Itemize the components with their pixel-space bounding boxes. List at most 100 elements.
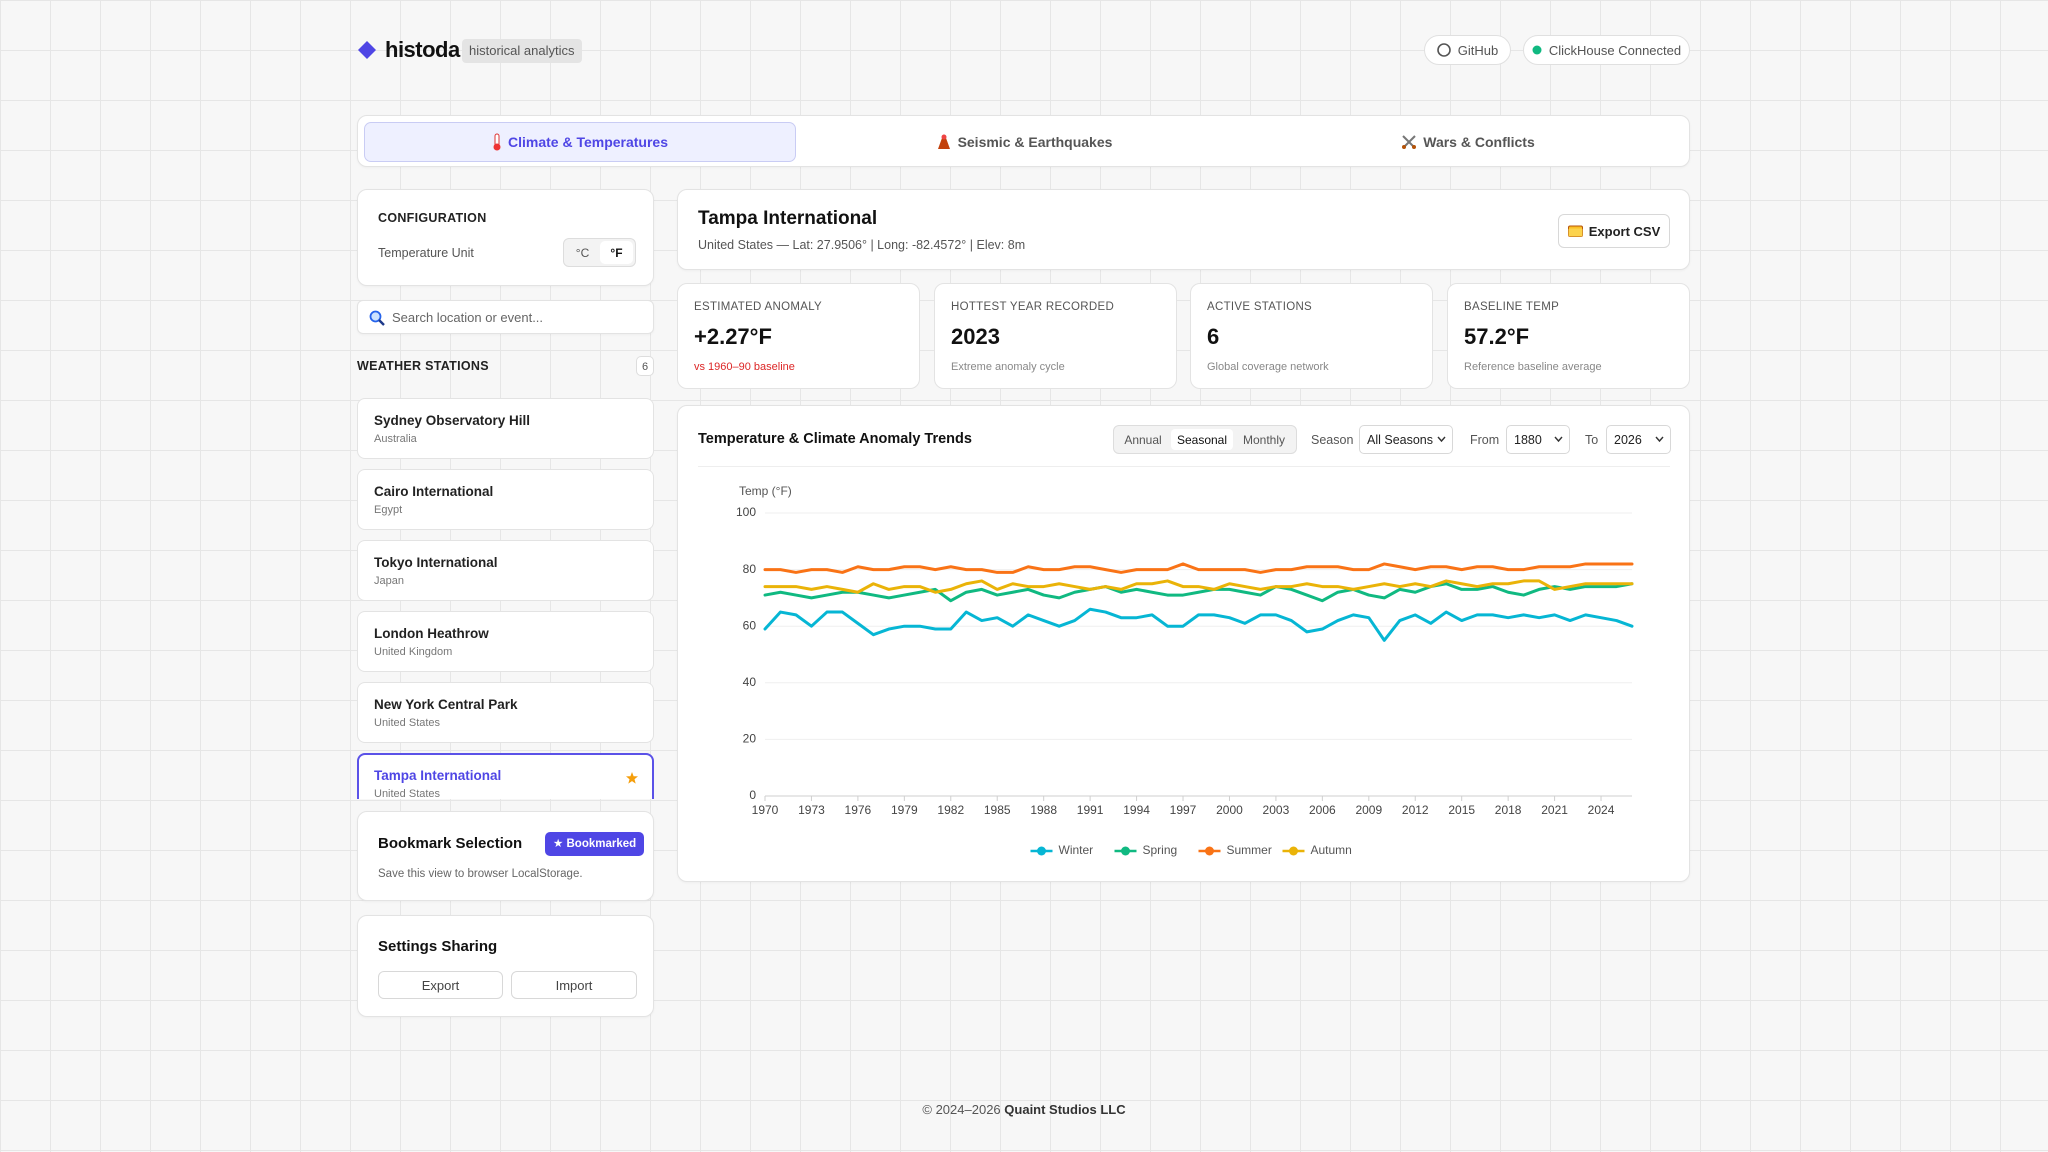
station-country: Egypt: [374, 504, 403, 516]
x-tick-label: 1982: [937, 803, 964, 817]
search-icon: [369, 310, 385, 326]
legend-label: Summer: [1227, 843, 1272, 857]
mode-option[interactable]: Annual: [1124, 432, 1162, 447]
season-value: All Seasons: [1367, 432, 1434, 447]
tab-bar: Climate & Temperatures Seismic & Earthqu…: [357, 115, 1690, 167]
station-country: Australia: [374, 433, 417, 445]
unit-option[interactable]: °C: [575, 245, 590, 260]
station-country: United States: [374, 717, 441, 729]
legend-marker: [1121, 846, 1130, 856]
copyright: © 2024–2026: [922, 1102, 1001, 1117]
chart: Temp (°F) 0 20 40 60 80 100 1970 1973 1976 1979 19…: [736, 484, 1634, 857]
x-tick-label: 1997: [1170, 803, 1197, 817]
stations-title: WEATHER STATIONS: [357, 359, 489, 373]
station-card[interactable]: Tokyo International Japan: [357, 540, 654, 601]
unit-toggle: °C °F: [563, 238, 636, 267]
y-tick-label: 60: [743, 618, 757, 632]
footer: © 2024–2026 Quaint Studios LLC: [0, 1102, 2048, 1117]
station-card[interactable]: London Heathrow United Kingdom: [357, 611, 654, 672]
series-line: [763, 562, 1634, 574]
kpi-note: Reference baseline average: [1464, 361, 1602, 373]
kpi-note: Extreme anomaly cycle: [951, 361, 1065, 373]
y-tick-label: 20: [743, 732, 757, 746]
mode-toggle: Annual Seasonal Monthly: [1113, 425, 1297, 454]
station-card[interactable]: Sydney Observatory Hill Australia: [357, 398, 654, 459]
station-card[interactable]: Cairo International Egypt: [357, 469, 654, 530]
mode-option[interactable]: Seasonal: [1171, 429, 1233, 450]
y-axis-label: Temp (°F): [739, 484, 792, 498]
chart-card: Temperature & Climate Anomaly Trends Ann…: [677, 405, 1690, 882]
x-tick-label: 1985: [984, 803, 1011, 817]
x-tick-label: 1988: [1030, 803, 1057, 817]
from-select[interactable]: 1880: [1506, 425, 1570, 454]
config-card: CONFIGURATION Temperature Unit °C °F: [357, 189, 654, 286]
connection-status: ClickHouse Connected: [1523, 35, 1690, 65]
station-name: London Heathrow: [374, 626, 489, 641]
folder-icon: [1567, 225, 1583, 237]
legend-marker: [1205, 846, 1214, 856]
star-icon: [626, 772, 638, 784]
tab[interactable]: Seismic & Earthquakes: [808, 122, 1240, 162]
station-card[interactable]: Tampa International United States: [357, 753, 654, 799]
y-tick-label: 40: [743, 675, 757, 689]
swords-icon: [1402, 135, 1417, 149]
kpi-value: 6: [1207, 324, 1220, 349]
import-settings-button[interactable]: Import: [511, 971, 637, 999]
station-country: United Kingdom: [374, 646, 453, 658]
unit-label: Temperature Unit: [378, 246, 474, 260]
status-dot: [1532, 45, 1542, 55]
bookmark-button[interactable]: ★ Bookmarked: [545, 832, 645, 856]
bookmark-card: Bookmark Selection ★ Bookmarked Save thi…: [357, 811, 654, 901]
to-select[interactable]: 2026: [1606, 425, 1671, 454]
location-name: Tampa International: [698, 208, 878, 229]
tab[interactable]: Wars & Conflicts: [1252, 122, 1684, 162]
x-tick-label: 2006: [1309, 803, 1336, 817]
sharing-title: Settings Sharing: [378, 938, 498, 955]
bookmark-title: Bookmark Selection: [378, 835, 523, 852]
x-tick-label: 2024: [1588, 803, 1615, 817]
kpi-card: ESTIMATED ANOMALY +2.27°F vs 1960–90 basel…: [677, 283, 920, 389]
search-box[interactable]: Search location or event...: [357, 300, 654, 334]
bookmark-text: Save this view to browser LocalStorage.: [378, 868, 583, 880]
kpi-value: 57.2°F: [1464, 324, 1530, 349]
export-csv-button[interactable]: Export CSV: [1558, 214, 1670, 248]
x-tick-label: 1979: [891, 803, 918, 817]
tab[interactable]: Climate & Temperatures: [364, 122, 796, 162]
to-value: 2026: [1614, 432, 1642, 447]
kpi-card: ACTIVE STATIONS 6 Global coverage network: [1190, 283, 1433, 389]
kpi-value: +2.27°F: [694, 324, 772, 349]
company: Quaint Studios LLC: [1004, 1102, 1126, 1117]
station-card[interactable]: New York Central Park United States: [357, 682, 654, 743]
season-select[interactable]: All Seasons: [1359, 425, 1453, 454]
github-button[interactable]: GitHub: [1424, 35, 1511, 65]
legend-label: Winter: [1059, 843, 1094, 857]
github-icon: [1436, 43, 1451, 57]
tagline: historical analytics: [462, 39, 582, 63]
station-name: Tampa International: [374, 768, 502, 783]
legend-marker: [1037, 846, 1046, 856]
location-details: United States — Lat: 27.9506° | Long: -8…: [698, 238, 1026, 252]
legend-label: Spring: [1143, 843, 1178, 857]
station-name: Cairo International: [374, 484, 494, 499]
x-tick-label: 2012: [1402, 803, 1429, 817]
kpi-label: ESTIMATED ANOMALY: [694, 301, 823, 313]
chevron: [1554, 436, 1563, 443]
series-line: [763, 607, 1634, 642]
season-label: Season: [1311, 433, 1354, 447]
github-label: GitHub: [1457, 42, 1499, 58]
unit-option[interactable]: °F: [600, 241, 633, 264]
chevron: [1655, 436, 1664, 443]
station-country: United States: [374, 788, 441, 799]
kpi-note: Global coverage network: [1207, 361, 1329, 373]
export-settings-button[interactable]: Export: [378, 971, 503, 999]
y-tick-label: 0: [749, 788, 756, 802]
chevron: [1437, 436, 1446, 443]
sharing-card: Settings Sharing Export Import: [357, 915, 654, 1017]
tab-label: Wars & Conflicts: [1423, 134, 1535, 150]
legend-label: Autumn: [1311, 843, 1352, 857]
mode-option[interactable]: Monthly: [1242, 432, 1286, 447]
thermometer-icon: [493, 133, 501, 151]
series-line: [763, 579, 1634, 594]
